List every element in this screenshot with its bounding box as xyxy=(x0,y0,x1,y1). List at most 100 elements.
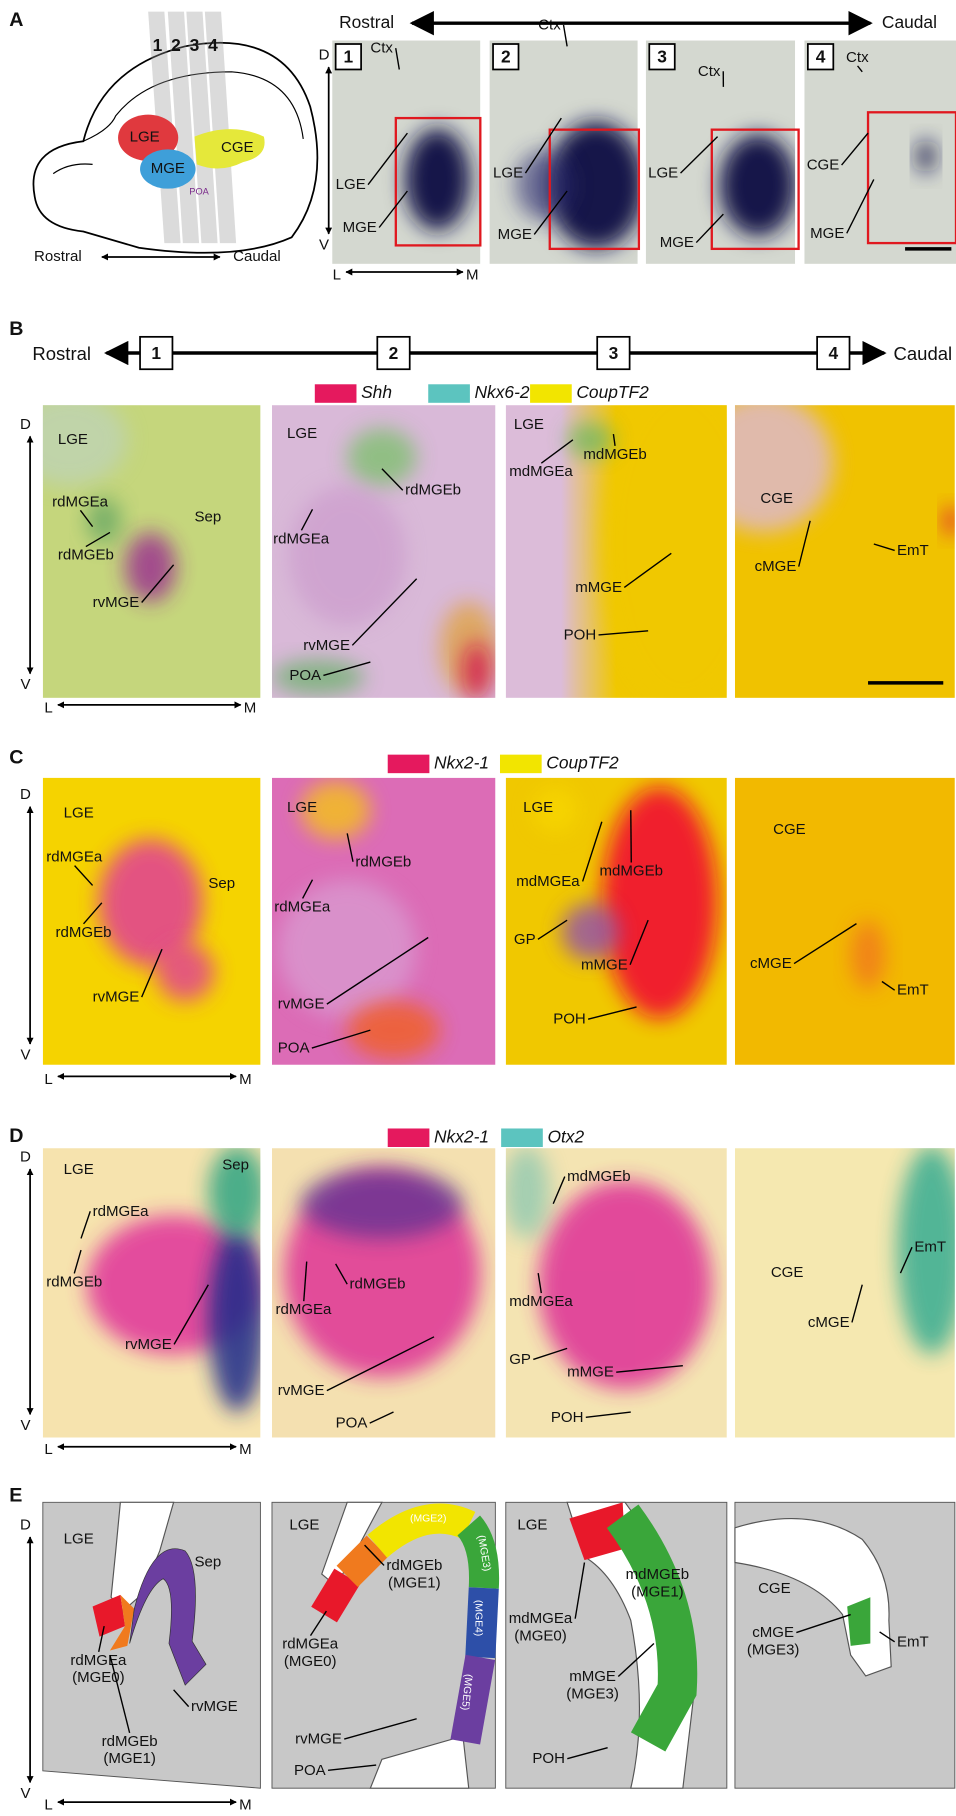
micrograph xyxy=(503,1146,726,1438)
region-label: LGE xyxy=(493,165,523,182)
panel-letter: E xyxy=(9,1485,22,1507)
axis-label: Caudal xyxy=(233,248,281,265)
region-label: MGE xyxy=(343,219,377,236)
legend-label: Nkx2-1 xyxy=(434,1126,489,1146)
region-label: MGE xyxy=(660,234,694,251)
region-label: rdMGEa xyxy=(93,1203,150,1220)
micrograph xyxy=(646,41,796,264)
region-label: mdMGEa xyxy=(509,1293,573,1310)
region-label: rdMGEb xyxy=(58,547,114,564)
region-label: EmT xyxy=(914,1239,946,1256)
axis-label: Rostral xyxy=(32,343,91,364)
region-label: (MGE4) xyxy=(472,1600,483,1636)
region-label: cMGE xyxy=(750,955,792,972)
axis-label: D xyxy=(20,1516,31,1533)
region-label: rdMGEb xyxy=(46,1273,102,1290)
axis-label: V xyxy=(20,1047,30,1064)
panel-letter: D xyxy=(9,1125,23,1147)
region-label: CGE xyxy=(807,157,840,174)
axis-label: M xyxy=(239,1797,252,1814)
axis-label: D xyxy=(319,47,330,64)
legend-swatch xyxy=(315,384,357,403)
region-label: mdMGEb xyxy=(600,863,663,880)
region-label: (MGE1) xyxy=(103,1750,156,1767)
legend-swatch xyxy=(388,755,430,774)
region-label: (MGE3) xyxy=(747,1641,800,1658)
axis-label: Rostral xyxy=(34,248,82,265)
micrograph xyxy=(272,778,495,1065)
panel-letter: C xyxy=(9,746,23,768)
micrograph xyxy=(506,382,764,706)
region-label: CGE xyxy=(221,139,254,156)
legend-swatch xyxy=(428,384,470,403)
region-label: POA xyxy=(189,187,209,197)
legend-label: Shh xyxy=(361,382,392,402)
region-label: rvMGE xyxy=(125,1336,172,1353)
axis-label: Caudal xyxy=(894,343,953,364)
region-label: (MGE0) xyxy=(284,1653,337,1670)
section-number: 4 xyxy=(816,46,826,66)
axis-label: V xyxy=(20,676,30,693)
region-label: LGE xyxy=(523,799,553,816)
axis-label: L xyxy=(44,1441,52,1458)
region-label: (MGE1) xyxy=(631,1584,684,1601)
region-label: rdMGEa xyxy=(275,1301,332,1318)
micrograph xyxy=(506,778,727,1065)
region-label: CGE xyxy=(771,1264,804,1281)
micrograph xyxy=(735,1146,956,1438)
legend-label: Nkx2-1 xyxy=(434,752,489,772)
region-label: MGE xyxy=(810,225,844,242)
axis-label: Caudal xyxy=(882,12,937,32)
figure: A1CtxLGEMGE2CtxLGEMGE3CtxLGEMGE4CtxCGEMG… xyxy=(0,0,956,1816)
region-label: LGE xyxy=(64,805,94,822)
region-label: rdMGEa xyxy=(282,1636,339,1653)
legend-swatch xyxy=(501,1128,543,1147)
region-label: mMGE xyxy=(567,1364,614,1381)
region-label: rdMGEa xyxy=(46,849,103,866)
axis-label: M xyxy=(244,699,257,716)
axis-label: L xyxy=(333,266,341,283)
region-label: EmT xyxy=(897,982,929,999)
region-label: Sep xyxy=(194,1553,221,1570)
region-label: mdMGEb xyxy=(583,446,646,463)
legend-label: Otx2 xyxy=(547,1126,584,1146)
axis-label: D xyxy=(20,416,31,433)
axis-label: M xyxy=(466,266,479,283)
axis-label: M xyxy=(239,1071,252,1088)
region-label: GP xyxy=(509,1351,531,1368)
region-label: (MGE0) xyxy=(514,1628,567,1645)
region-label: cMGE xyxy=(755,558,797,575)
region-label: MGE xyxy=(498,226,532,243)
region-label: rvMGE xyxy=(93,594,140,611)
level-number: 4 xyxy=(828,343,838,363)
region-label: mdMGEb xyxy=(626,1566,689,1583)
section-number: 2 xyxy=(171,35,181,55)
region-label: rdMGEb xyxy=(56,924,112,941)
region-label: Ctx xyxy=(370,40,393,57)
region-label: rdMGEb xyxy=(405,482,461,499)
region-label: mdMGEa xyxy=(516,873,580,890)
legend-swatch xyxy=(388,1128,430,1147)
legend-swatch xyxy=(500,755,542,774)
region-label: rdMGEa xyxy=(274,898,331,915)
region-label: Sep xyxy=(208,875,235,892)
region-label: rdMGEa xyxy=(52,493,109,510)
region-label: LGE xyxy=(58,431,88,448)
axis-label: D xyxy=(20,1148,31,1165)
region-label: mMGE xyxy=(569,1668,616,1685)
axis-label: M xyxy=(239,1441,252,1458)
region-label: rvMGE xyxy=(295,1731,342,1748)
region-label: rvMGE xyxy=(278,996,325,1013)
region-label: mdMGEb xyxy=(567,1168,630,1185)
axis-label: V xyxy=(20,1417,30,1434)
region-label: rvMGE xyxy=(303,637,350,654)
region-label: Sep xyxy=(222,1156,249,1173)
axis-label: L xyxy=(44,699,52,716)
region-label: POA xyxy=(294,1762,326,1779)
region-label: rdMGEa xyxy=(70,1652,127,1669)
region-label: MGE xyxy=(151,160,185,177)
region-label: cMGE xyxy=(752,1624,794,1641)
level-number: 3 xyxy=(609,343,619,363)
section-number: 1 xyxy=(344,46,354,66)
region-label: rvMGE xyxy=(278,1382,325,1399)
